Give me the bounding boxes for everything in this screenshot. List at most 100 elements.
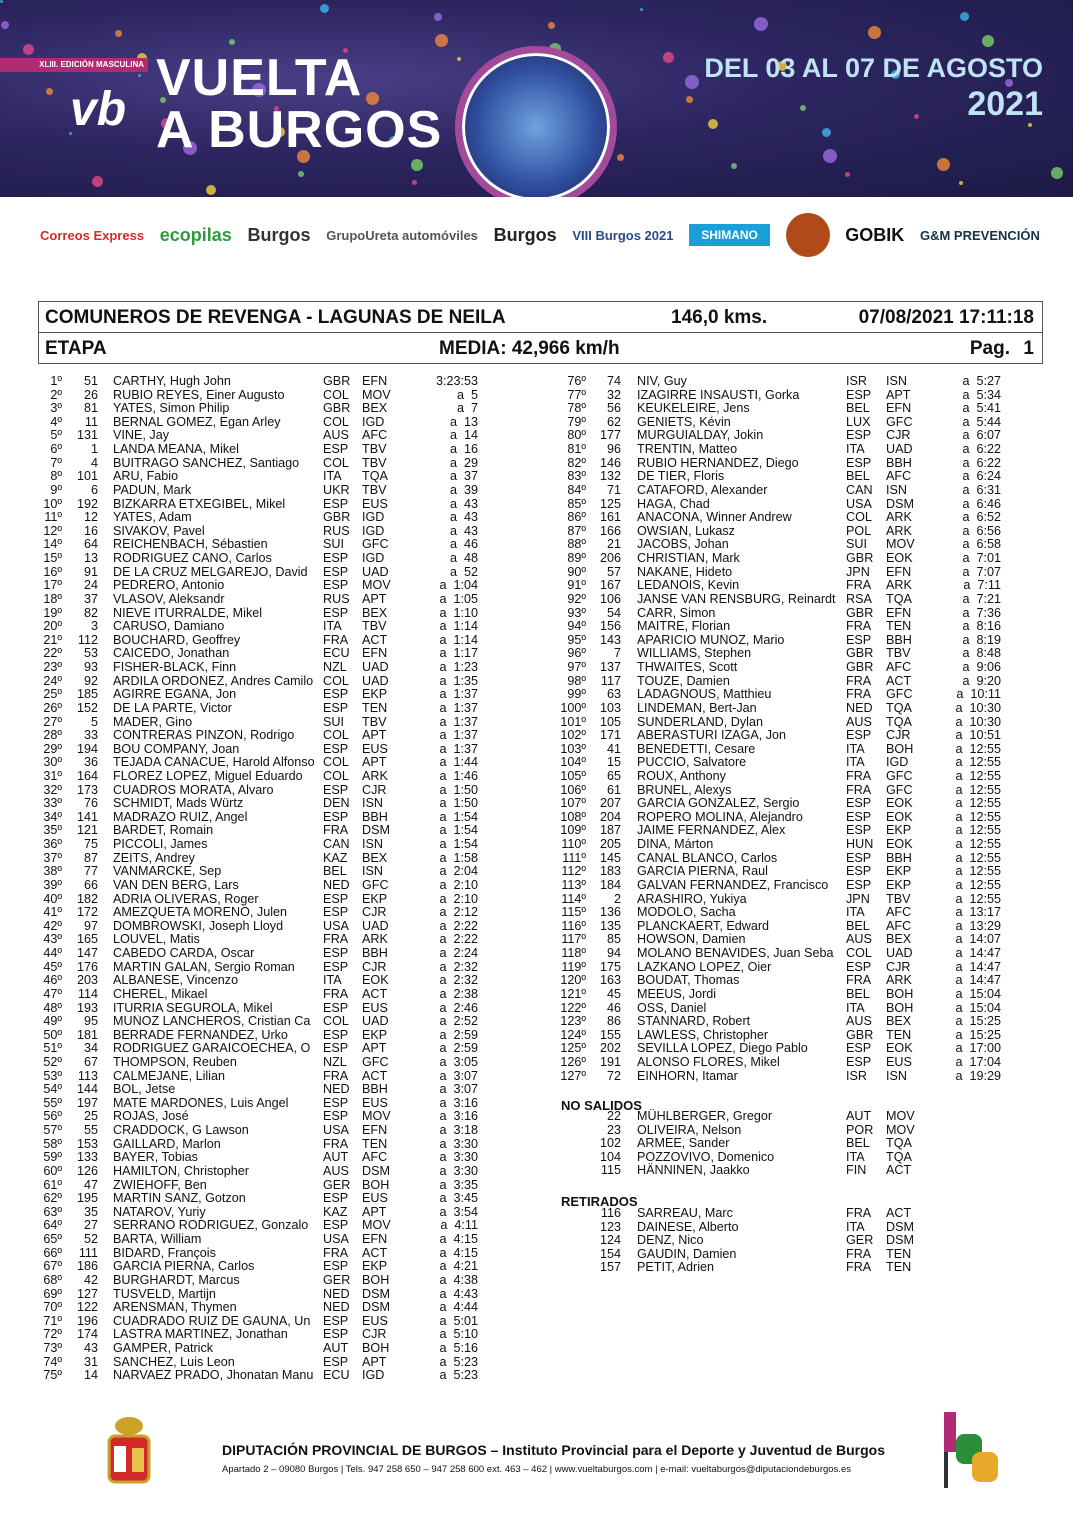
result-row: 51º 34 RODRIGUEZ GARAICOECHEA, O ESP APT a 2:… <box>0 1042 1073 1056</box>
result-row: 64º 27 SERRANO RODRIGUEZ, Gonzalo ESP MOV a 4… <box>0 1219 1073 1233</box>
team-code: CJR <box>886 728 911 743</box>
bib-number: 75 <box>83 837 98 852</box>
nationality: FRA <box>323 1136 349 1151</box>
rider-name: ARDILA ORDOÑEZ, Andres Camilo <box>113 674 314 688</box>
result-row: 56º 25 ROJAS, José ESP MOV a 3:16 <box>0 1110 1073 1124</box>
nationality: GER <box>323 1177 351 1192</box>
position: 28º <box>43 728 62 743</box>
time-gap: a 7:11 <box>963 578 1001 593</box>
position: 36º <box>43 837 62 852</box>
rider-name: NARVAEZ PRADO, Jhonatan Manu <box>113 1369 314 1383</box>
result-row: 58º 153 GAILLARD, Marlon FRA TEN a 3:30 <box>0 1136 1073 1152</box>
rider-name: DE LA PARTE, Victor <box>113 701 232 715</box>
result-row: 124 DENZ, Nico GER DSM <box>0 1234 1073 1248</box>
time-gap: a 6:56 <box>962 523 1001 538</box>
rider-name: OWSIAN, Lukasz <box>637 524 735 538</box>
result-row: 66º 111 BIDARD, François FRA ACT a 4:15 <box>0 1246 1073 1261</box>
time-gap: a 1:44 <box>439 755 478 770</box>
result-row: 85º 125 HAGA, Chad USA DSM a 6:46 <box>0 497 1073 512</box>
result-row: 114º 2 ARASHIRO, Yukiya JPN TBV a 12:55 <box>0 892 1073 907</box>
paint-splat-decoration <box>252 83 266 97</box>
paint-splat-decoration <box>548 22 555 29</box>
position: 105º <box>560 768 586 783</box>
bib-number: 76 <box>83 796 98 811</box>
rider-name: BURGHARDT, Marcus <box>113 1273 240 1287</box>
team-code: ACT <box>886 1163 912 1178</box>
nationality: ESP <box>323 905 349 920</box>
team-code: EFN <box>886 605 912 620</box>
bib-number: 145 <box>599 850 621 865</box>
time-gap: a 1:04 <box>439 578 478 593</box>
result-row: 113º 184 GALVAN FERNANDEZ, Francisco ESP EKP… <box>0 878 1073 893</box>
team-code: TBV <box>362 455 387 470</box>
time-gap: a 13:29 <box>955 918 1001 933</box>
sponsor-logo: Burgos <box>247 224 311 245</box>
result-row: 16º 91 DE LA CRUZ MELGAREJO, David ESP UAD a … <box>0 565 1073 580</box>
sponsor-logo: SHIMANO <box>689 224 770 246</box>
position: 50º <box>43 1027 62 1042</box>
rider-name: POZZOVIVO, Domenico <box>637 1149 775 1164</box>
result-row: 107º 207 GARCIA GONZALEZ, Sergio ESP EOK a 12… <box>0 797 1073 811</box>
bib-number: 121 <box>76 823 98 838</box>
result-row: 115º 136 MODOLO, Sacha ITA AFC a 13:17 <box>0 906 1073 920</box>
paint-splat-decoration <box>412 180 417 185</box>
time-gap: a 1:37 <box>439 741 478 756</box>
result-row: 94º 156 MAITRE, Florian FRA TEN a 8:16 <box>0 620 1073 634</box>
rider-name: PETIT, Adrien <box>637 1260 714 1275</box>
nationality: ESP <box>323 1041 349 1056</box>
nationality: CAN <box>846 482 873 497</box>
team-code: GFC <box>886 782 913 797</box>
bib-number: 54 <box>606 605 621 620</box>
bib-number: 132 <box>599 469 621 484</box>
result-row: 86º 161 ANACONA, Winner Andrew COL ARK a 6:52 <box>0 511 1073 525</box>
rider-name: SIVAKOV, Pavel <box>113 524 205 538</box>
nationality: ITA <box>846 755 865 770</box>
bib-number: 22 <box>606 1109 621 1123</box>
rider-name: PUCCIO, Salvatore <box>637 756 747 770</box>
result-row: 26º 152 DE LA PARTE, Victor ESP TEN a 1:37 <box>0 700 1073 716</box>
team-code: TQA <box>886 591 912 606</box>
team-code: BOH <box>362 1272 390 1287</box>
bib-number: 67 <box>83 1055 98 1069</box>
position: 55º <box>43 1095 62 1110</box>
rider-name: SUNDERLAND, Dylan <box>637 715 763 729</box>
diputacion-crest-logo <box>107 1417 151 1484</box>
time-gap: a 5:16 <box>439 1341 478 1356</box>
team-code: CJR <box>886 428 911 443</box>
position: 26º <box>43 700 62 715</box>
paint-splat-decoration <box>298 171 304 177</box>
result-row: 47º 114 CHEREL, Mikael FRA ACT a 2:38 <box>0 987 1073 1002</box>
result-row: 109º 187 JAIME FERNANDEZ, Alex ESP EKP a 12:5… <box>0 824 1073 838</box>
time-gap: a 6:58 <box>962 537 1001 552</box>
rider-name: NAKANE, Hideto <box>637 565 733 579</box>
time-gap: a 3:16 <box>439 1109 478 1124</box>
bib-number: 47 <box>83 1177 98 1192</box>
team-code: EOK <box>362 973 389 988</box>
nationality: ESP <box>323 700 349 715</box>
result-row: 14º 64 REICHENBACH, Sébastien SUI GFC a 46 <box>0 538 1073 552</box>
rider-name: STANNARD, Robert <box>637 1015 751 1029</box>
bib-number: 41 <box>606 741 621 756</box>
nationality: KAZ <box>323 1204 348 1219</box>
rider-name: ROJAS, José <box>113 1110 189 1124</box>
position: 33º <box>43 796 62 811</box>
time-gap: a 9:06 <box>962 660 1001 675</box>
paint-splat-decoration <box>320 4 329 13</box>
bib-number: 176 <box>76 959 98 974</box>
bib-number: 32 <box>606 387 621 402</box>
nationality: FRA <box>846 619 872 634</box>
bib-number: 23 <box>606 1122 621 1137</box>
position: 70º <box>43 1300 62 1315</box>
bib-number: 93 <box>83 660 98 675</box>
team-code: TQA <box>886 714 912 729</box>
result-row: 124º 155 LAWLESS, Christopher GBR TEN a 15:25 <box>0 1028 1073 1043</box>
team-code: IGD <box>886 755 909 770</box>
nationality: ITA <box>846 442 865 457</box>
rider-name: YATES, Adam <box>113 511 192 525</box>
rider-name: BARTA, William <box>113 1233 202 1247</box>
rider-name: BOUDAT, Thomas <box>637 974 740 988</box>
result-row: 90º 57 NAKANE, Hideto JPN EFN a 7:07 <box>0 565 1073 580</box>
team-code: DSM <box>362 1163 390 1178</box>
team-code: GFC <box>886 414 913 429</box>
time-gap: a 1:37 <box>439 687 478 702</box>
